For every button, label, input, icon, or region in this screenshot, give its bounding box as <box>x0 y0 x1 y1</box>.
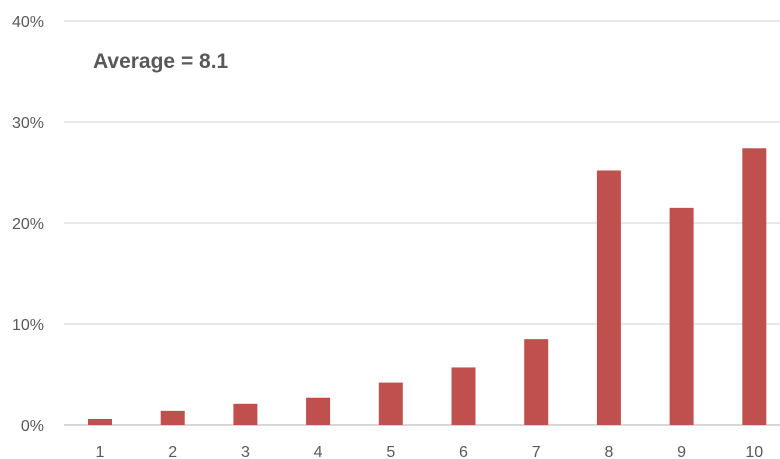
x-tick-label: 2 <box>168 444 177 459</box>
x-tick-label: 3 <box>241 444 250 459</box>
x-axis-ticks: 1 2 3 4 5 6 7 8 9 10 <box>96 444 764 459</box>
bar-9 <box>669 207 694 425</box>
bars <box>88 148 767 425</box>
bar-8 <box>596 170 621 425</box>
x-tick-label: 8 <box>604 444 613 459</box>
x-tick-label: 5 <box>386 444 395 459</box>
bar-7 <box>524 339 549 425</box>
y-axis-ticks: 0% 10% 20% 30% 40% <box>12 14 44 435</box>
y-tick-label: 0% <box>21 418 44 435</box>
x-tick-label: 10 <box>745 444 763 459</box>
bar-2 <box>160 410 185 425</box>
y-tick-label: 10% <box>12 317 44 334</box>
average-annotation: Average = 8.1 <box>93 50 229 73</box>
x-tick-label: 1 <box>96 444 105 459</box>
x-tick-label: 9 <box>677 444 686 459</box>
y-tick-label: 30% <box>12 115 44 132</box>
bar-3 <box>233 403 258 425</box>
bar-6 <box>451 367 476 425</box>
bar-10 <box>742 148 767 425</box>
x-tick-label: 4 <box>314 444 323 459</box>
bar-1 <box>88 418 112 425</box>
x-tick-label: 7 <box>532 444 541 459</box>
x-tick-label: 6 <box>459 444 468 459</box>
y-tick-label: 40% <box>12 14 44 31</box>
bar-5 <box>378 382 403 425</box>
y-tick-label: 20% <box>12 216 44 233</box>
bar-4 <box>306 397 331 425</box>
gridlines <box>64 20 780 426</box>
